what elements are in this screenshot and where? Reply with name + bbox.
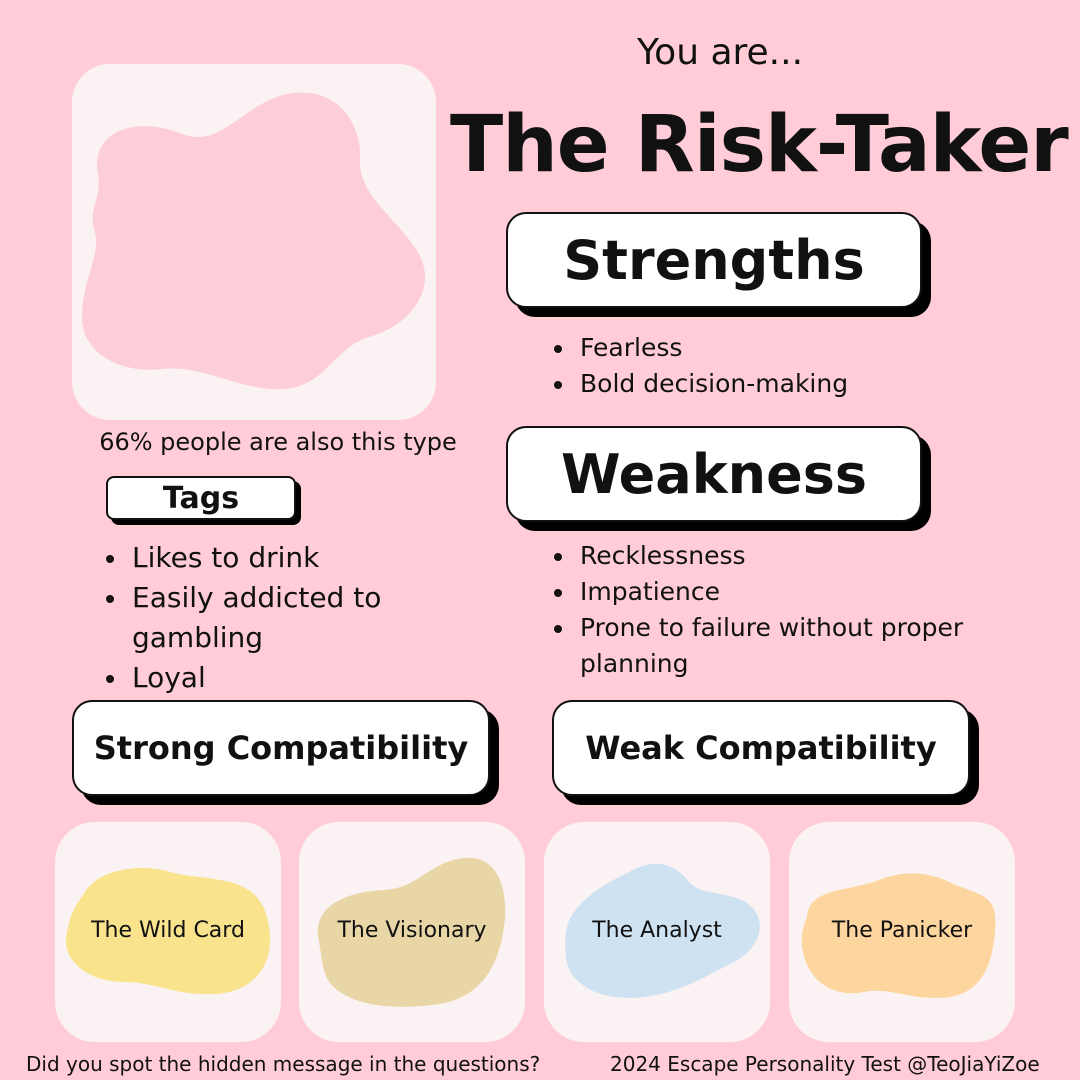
tags-heading: Tags [106,476,296,520]
list-item: Fearless [552,330,1032,366]
list-item: Impatience [552,574,1032,610]
weakness-heading: Weakness [506,426,922,522]
strengths-list: Fearless Bold decision-making [552,330,1032,402]
weakness-list: Recklessness Impatience Prone to failure… [552,538,1032,682]
list-item: Bold decision-making [552,366,1032,402]
tags-list: Likes to drink Easily addicted to gambli… [104,538,444,698]
list-item: Prone to failure without proper planning [552,610,1032,682]
compat-card-label: The Wild Card [91,918,245,943]
blob-illustration [81,92,426,390]
compat-card-visionary: The Visionary [299,822,525,1042]
page-title: The Risk-Taker [450,100,1069,190]
blob-illustration [801,873,996,999]
list-item: Recklessness [552,538,1032,574]
compat-card-label: The Analyst [592,918,722,943]
compat-card-analyst: The Analyst [544,822,770,1042]
strengths-heading: Strengths [506,212,922,308]
footer-hint: Did you spot the hidden message in the q… [26,1052,541,1076]
compat-card-label: The Visionary [337,918,487,943]
weak-compatibility-heading: Weak Compatibility [552,700,970,796]
list-item: Likes to drink [104,538,444,578]
footer-credit: 2024 Escape Personality Test @TeoJiaYiZo… [610,1052,1040,1076]
blob-illustration [565,863,760,998]
strong-compatibility-heading: Strong Compatibility [72,700,490,796]
compat-card-label: The Panicker [831,918,973,943]
population-stat: 66% people are also this type [99,428,457,456]
compat-card-wild-card: The Wild Card [55,822,281,1042]
type-illustration-card [72,64,436,420]
list-item: Easily addicted to gambling [104,578,444,658]
blob-illustration [65,868,271,995]
intro-text: You are... [636,32,804,73]
compat-card-panicker: The Panicker [789,822,1015,1042]
blob-illustration [317,857,506,1007]
list-item: Loyal [104,658,444,698]
